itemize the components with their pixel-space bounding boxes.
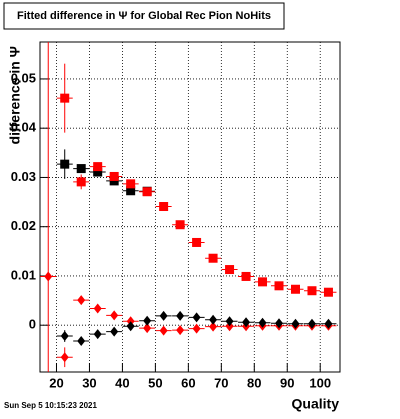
marker: [192, 323, 201, 334]
x-tick-label: 40: [115, 375, 129, 390]
marker: [307, 286, 317, 296]
marker: [60, 352, 69, 363]
marker: [323, 287, 333, 297]
x-tick-label: 30: [82, 375, 96, 390]
plot-frame: [39, 41, 341, 373]
marker: [142, 187, 152, 197]
marker: [77, 335, 86, 346]
marker: [209, 321, 218, 332]
x-axis-label: Quality: [292, 396, 340, 412]
marker: [274, 281, 284, 291]
marker: [290, 284, 300, 294]
marker: [208, 253, 218, 263]
marker: [60, 93, 70, 103]
x-tick-label: 90: [280, 375, 294, 390]
marker: [44, 271, 53, 282]
marker: [275, 318, 284, 329]
y-tick-label: 0.03: [11, 169, 36, 184]
marker: [175, 220, 185, 230]
marker: [76, 164, 86, 174]
marker: [60, 159, 70, 169]
marker: [159, 310, 168, 321]
y-tick-label: 0: [29, 317, 36, 332]
marker: [143, 315, 152, 326]
marker: [176, 325, 185, 336]
marker: [225, 265, 235, 275]
x-tick-label: 20: [49, 375, 63, 390]
marker: [291, 318, 300, 329]
title-box: [3, 2, 285, 30]
marker: [143, 323, 152, 334]
marker: [76, 177, 86, 187]
marker: [307, 318, 316, 329]
marker: [258, 317, 267, 328]
x-tick-label: 80: [247, 375, 261, 390]
marker: [159, 202, 169, 212]
y-tick-label: 0.04: [11, 120, 37, 135]
marker: [93, 303, 102, 314]
y-tick-label: 0.01: [11, 267, 36, 282]
marker: [192, 237, 202, 247]
marker: [110, 326, 119, 337]
timestamp: Sun Sep 5 10:15:23 2021: [4, 401, 97, 410]
marker: [126, 186, 136, 196]
marker: [77, 295, 86, 306]
marker: [93, 162, 103, 172]
x-tick-label: 50: [148, 375, 162, 390]
marker: [209, 314, 218, 325]
y-axis-label: difference in Ψ: [7, 46, 23, 144]
x-tick-label: 70: [214, 375, 228, 390]
marker: [110, 310, 119, 321]
marker: [126, 179, 136, 189]
marker: [241, 271, 251, 281]
marker: [225, 316, 234, 327]
marker: [176, 310, 185, 321]
marker: [258, 277, 268, 287]
marker: [192, 312, 201, 323]
marker: [60, 331, 69, 342]
x-tick-label: 60: [181, 375, 195, 390]
marker: [93, 167, 103, 177]
x-tick-label: 100: [309, 375, 331, 390]
marker: [324, 318, 333, 329]
marker: [242, 317, 251, 328]
chart-title: Fitted difference in Ψ for Global Rec Pi…: [17, 10, 271, 22]
y-tick-label: 0.02: [11, 218, 36, 233]
marker: [159, 325, 168, 336]
marker: [93, 329, 102, 340]
marker: [109, 171, 119, 181]
y-tick-label: 0.05: [11, 70, 36, 85]
marker: [126, 321, 135, 332]
